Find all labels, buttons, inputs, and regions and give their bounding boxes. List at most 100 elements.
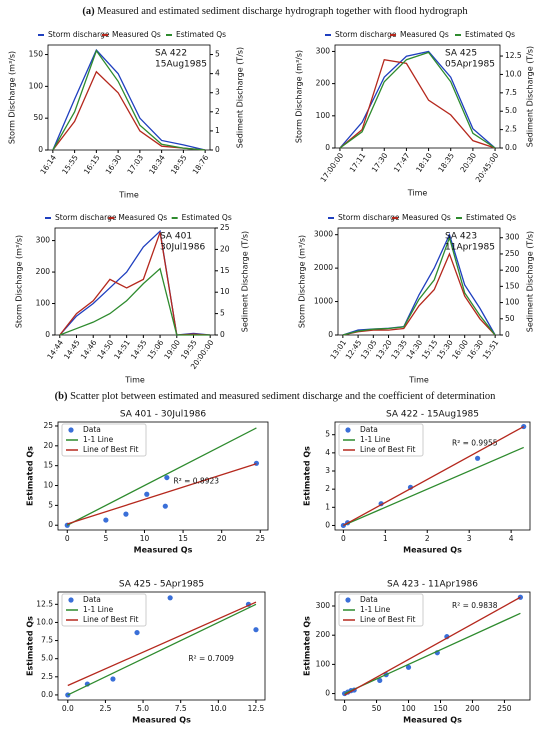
x-tick-label: 17:00:00 <box>319 151 346 184</box>
y-tick-label: 200 <box>316 79 331 88</box>
annotation: R² = 0.7009 <box>188 654 234 663</box>
y-tick-label: 2.5 <box>505 125 517 134</box>
legend-label: Estimated Qs <box>176 30 226 39</box>
series-line <box>342 235 496 336</box>
plot-frame <box>334 421 531 531</box>
annotation: SA 422 <box>155 49 187 59</box>
caption-b: (b) Scatter plot between estimated and m… <box>55 391 497 402</box>
y-tick-label: 4 <box>215 69 220 78</box>
data-point <box>110 676 116 682</box>
series-line <box>52 48 206 151</box>
x-tick-label: 16:15 <box>82 153 102 176</box>
y-tick-label: 15 <box>220 266 230 275</box>
y-tick-label: 5.0 <box>41 654 53 663</box>
x-tick-label: 14:45 <box>62 338 82 361</box>
legend-label: Storm discharge <box>335 30 397 39</box>
x-tick-label: 10 <box>140 534 150 543</box>
x-tick-label: 150 <box>433 704 448 713</box>
legend-label: Estimated Qs <box>182 213 232 222</box>
legend-label: Line of Best Fit <box>360 615 415 624</box>
x-tick-label: 17:03 <box>125 153 145 176</box>
legend-frame <box>61 593 147 627</box>
x-tick-label: 20:45:00 <box>474 151 501 184</box>
annotation: SA 401 <box>160 232 192 242</box>
y-tick-label: 0 <box>220 330 225 339</box>
legend-label: Storm discharge <box>55 213 117 222</box>
y-tick-label: 3 <box>325 466 330 475</box>
y-tick-label: 2 <box>215 107 220 116</box>
y-tick-label: 12.5 <box>36 599 53 608</box>
data-point <box>474 455 481 461</box>
x-tick-label: 1 <box>383 534 388 543</box>
data-point <box>103 517 109 523</box>
y-tick-label: 0.0 <box>505 143 517 152</box>
y-tick-label: 300 <box>505 233 520 242</box>
x-tick-label: 15 <box>178 534 188 543</box>
y-tick-label: 12.5 <box>505 51 522 60</box>
x-tick-label: 14:55 <box>129 338 149 361</box>
legend-swatch <box>68 597 74 603</box>
x-tick-label: 5 <box>103 534 108 543</box>
y-tick-label: 4 <box>325 448 330 457</box>
x-tick-label: 18:76 <box>191 153 211 176</box>
series-line <box>339 58 496 149</box>
y-tick-label: 3000 <box>314 230 333 239</box>
y-tick-label: 1 <box>215 126 220 135</box>
chart-title: SA 425 - 5Apr1985 <box>119 580 204 590</box>
y-tick-label: 2.5 <box>41 672 53 681</box>
caption-label: (b) <box>55 391 68 402</box>
series-line <box>52 70 206 151</box>
data-point <box>144 491 150 497</box>
data-point <box>521 423 527 430</box>
x-tick-label: 15:55 <box>60 153 80 176</box>
y-tick-label: 25 <box>220 223 230 232</box>
fit-line <box>343 425 525 527</box>
series-line <box>59 267 211 336</box>
data-point <box>123 511 129 517</box>
y-tick-label: 100 <box>316 659 331 668</box>
x-tick-label: 14:51 <box>112 338 132 361</box>
legend-label: 1-1 Line <box>83 435 114 444</box>
data-point <box>134 629 140 636</box>
fit-line <box>344 612 521 695</box>
axis-label: Storm Discharge (m³/s) <box>298 235 307 328</box>
caption-text: Scatter plot between estimated and measu… <box>70 391 496 402</box>
annotation: 30Jul1986 <box>160 243 205 253</box>
legend-label: Data <box>83 425 101 434</box>
y-tick-label: 7.5 <box>41 636 53 645</box>
data-point <box>164 474 170 481</box>
y-tick-label: 10 <box>220 287 230 296</box>
x-tick-label: 4 <box>509 534 514 543</box>
axis-label: Sediment Discharge (T/s) <box>526 46 535 147</box>
axis-label: Measured Qs <box>403 716 462 725</box>
x-tick-label: 0 <box>341 534 346 543</box>
x-tick-label: 18:55 <box>169 153 189 176</box>
series-line <box>342 252 496 336</box>
axis-label: Measured Qs <box>403 546 462 555</box>
x-tick-label: 20:30 <box>458 151 478 174</box>
legend-label: Measured Qs <box>118 213 167 222</box>
plot-frame <box>57 421 269 531</box>
fit-line <box>67 601 257 687</box>
y-tick-label: 100 <box>29 81 44 90</box>
data-point <box>162 503 168 509</box>
axis-label: Measured Qs <box>134 546 193 555</box>
annotation: SA 423 <box>445 232 477 242</box>
y-tick-label: 5.0 <box>505 106 517 115</box>
x-tick-label: 18:35 <box>436 151 456 174</box>
annotation: R² = 0.9955 <box>452 439 498 448</box>
y-tick-label: 100 <box>36 299 51 308</box>
y-tick-label: 0 <box>328 330 333 339</box>
x-tick-label: 15:51 <box>481 338 501 361</box>
fit-line <box>67 463 257 525</box>
axis-label: Estimated Qs <box>303 616 312 676</box>
fit-line <box>344 596 521 696</box>
axis-label: Estimated Qs <box>26 616 35 676</box>
plot-frame <box>334 44 501 149</box>
chart-title: SA 422 - 15Aug1985 <box>386 410 479 420</box>
data-point <box>517 594 524 600</box>
y-tick-label: 0 <box>38 145 43 154</box>
legend-swatch <box>345 597 351 603</box>
y-tick-label: 0 <box>325 143 330 152</box>
